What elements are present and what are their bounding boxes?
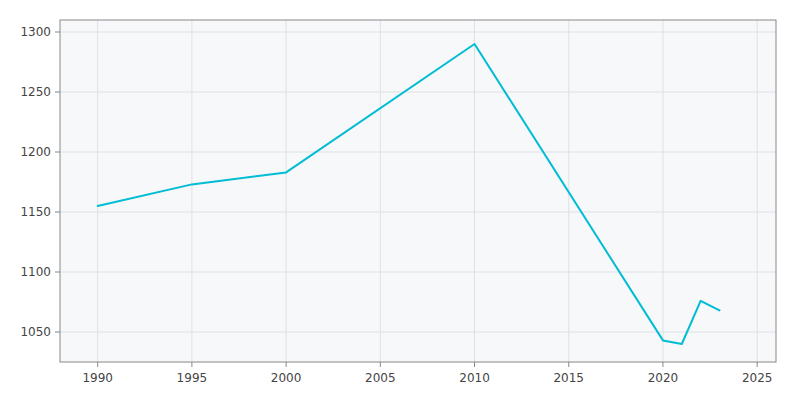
y-tick (55, 332, 60, 333)
x-grid-line (97, 20, 98, 362)
y-tick (55, 272, 60, 273)
x-tick (97, 362, 98, 367)
y-grid-line (60, 272, 776, 273)
x-tick (286, 362, 287, 367)
x-tick-label: 1995 (177, 371, 208, 385)
x-tick (380, 362, 381, 367)
x-tick (757, 362, 758, 367)
data-line (98, 44, 720, 344)
plot-frame (60, 20, 776, 362)
y-grid-line (60, 92, 776, 93)
x-tick (474, 362, 475, 367)
axes: 1990 1995 2000 2005 2010 2015 2020 2025 1050 1100… (20, 20, 776, 385)
x-tick-label: 2015 (553, 371, 584, 385)
y-tick-label: 1300 (20, 25, 51, 39)
page: {"chart_data": {"type": "line", "x": [19… (0, 0, 800, 400)
y-grid-line (60, 332, 776, 333)
x-tick-label: 2010 (459, 371, 490, 385)
x-grid-line (191, 20, 192, 362)
y-tick (55, 152, 60, 153)
y-tick-label: 1200 (20, 145, 51, 159)
y-tick (55, 92, 60, 93)
x-grid-line (380, 20, 381, 362)
y-tick (55, 32, 60, 33)
x-tick (568, 362, 569, 367)
y-grid-line (60, 212, 776, 213)
grid (60, 20, 776, 362)
y-grid-line (60, 152, 776, 153)
plot-background (60, 20, 776, 362)
x-tick (191, 362, 192, 367)
y-tick-label: 1100 (20, 265, 51, 279)
x-tick-label: 2025 (742, 371, 773, 385)
x-tick (662, 362, 663, 367)
y-tick-label: 1250 (20, 85, 51, 99)
y-tick-label: 1050 (20, 325, 51, 339)
chart-svg: 1990 1995 2000 2005 2010 2015 2020 2025 1050 1100… (0, 0, 800, 400)
x-tick-label: 2020 (648, 371, 679, 385)
x-grid-line (757, 20, 758, 362)
x-tick-label: 2005 (365, 371, 396, 385)
y-tick-label: 1150 (20, 205, 51, 219)
chart-container: 1990 1995 2000 2005 2010 2015 2020 2025 1050 1100… (0, 0, 800, 400)
x-grid-line (474, 20, 475, 362)
x-grid-line (286, 20, 287, 362)
x-grid-line (662, 20, 663, 362)
x-tick-label: 2000 (271, 371, 302, 385)
y-tick (55, 212, 60, 213)
plot-area (98, 44, 720, 344)
y-grid-line (60, 32, 776, 33)
x-tick-label: 1990 (82, 371, 113, 385)
